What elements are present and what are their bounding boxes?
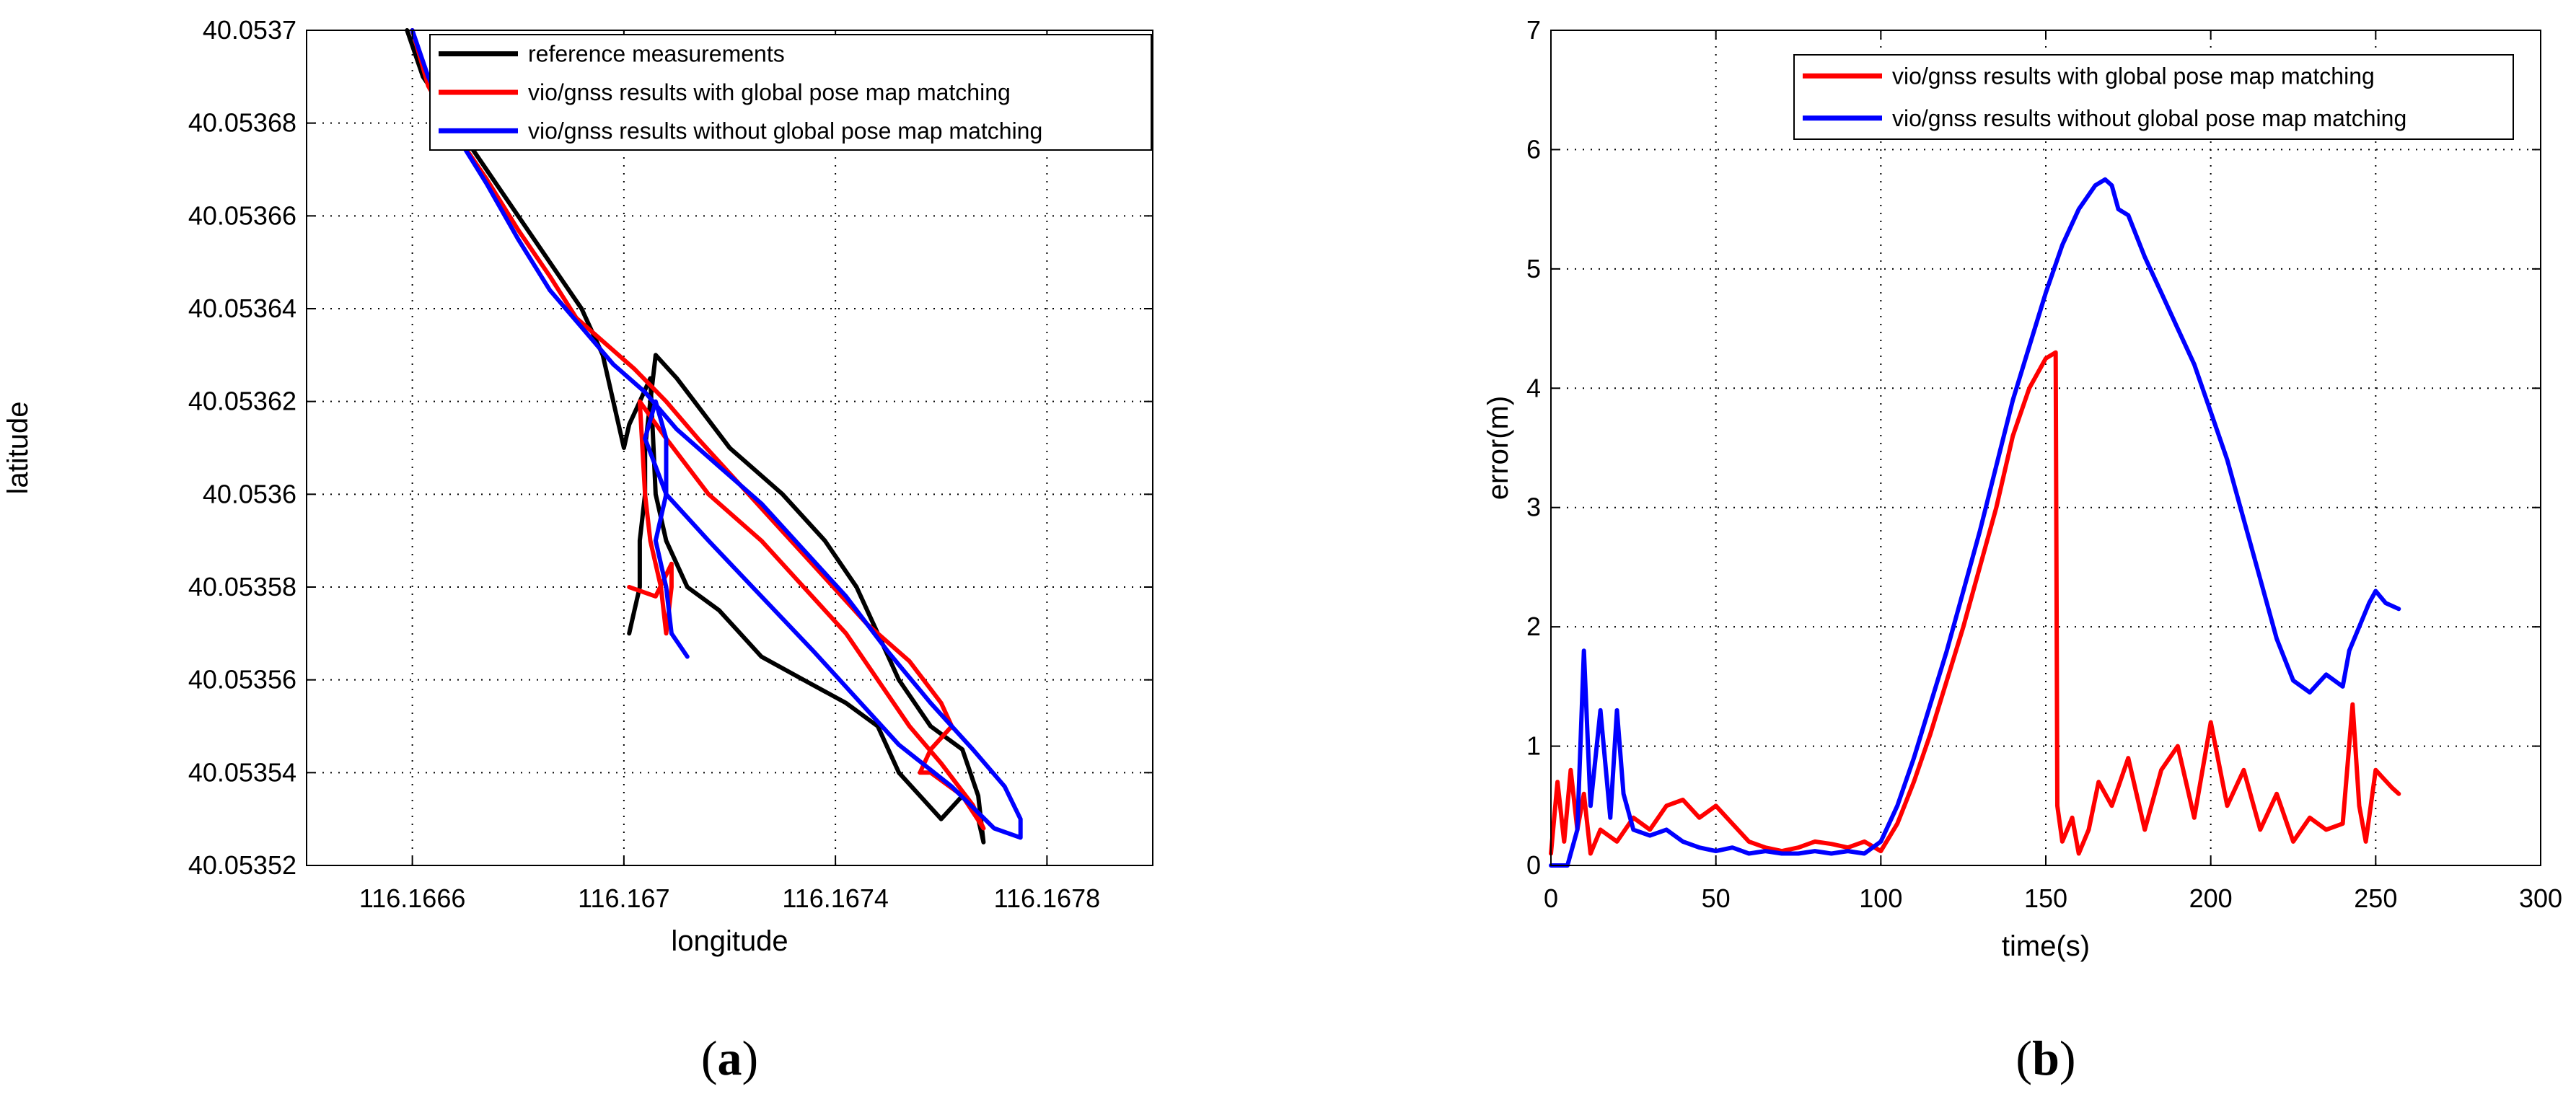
- panel-a-ticks: 116.1666 116.167 116.1674 116.1678 40.05352 4…: [188, 15, 1153, 913]
- panel-b-legend: vio/gnss results with global pose map ma…: [1793, 54, 2514, 140]
- y-tick-label: 2: [1526, 612, 1541, 641]
- panel-b-y-axis-label: error(m): [1482, 396, 1514, 500]
- x-tick-label: 50: [1702, 883, 1731, 913]
- legend-label-3: vio/gnss results without global pose map…: [528, 118, 1042, 144]
- series-line-2: [1549, 177, 2401, 868]
- x-tick-label: 200: [2189, 883, 2233, 913]
- y-tick-label: 40.05366: [188, 200, 296, 230]
- y-tick-label: 40.05352: [188, 850, 296, 880]
- y-tick-label: 6: [1526, 134, 1541, 164]
- panel-a-y-axis-label: latitude: [2, 402, 34, 495]
- y-tick-label: 0: [1526, 850, 1541, 880]
- y-tick-label: 40.05362: [188, 387, 296, 416]
- y-tick-label: 40.05358: [188, 572, 296, 601]
- x-tick-label: 116.167: [578, 883, 669, 913]
- x-tick-label: 300: [2519, 883, 2562, 913]
- series-line-3: [410, 28, 1023, 840]
- panel-a-x-axis-label: longitude: [671, 925, 788, 957]
- panel-b-x-axis-label: time(s): [2002, 930, 2090, 962]
- panel-b-label: (b): [2015, 1031, 2075, 1085]
- panel-b-series: [1549, 177, 2401, 868]
- panel-b-ticks: 0 50 100 150 200 250 300 0 1 2 3 4 5 6 7: [1526, 15, 2562, 913]
- series-line-1: [1549, 350, 2401, 856]
- x-tick-label: 250: [2354, 883, 2397, 913]
- y-tick-label: 7: [1526, 15, 1541, 45]
- x-tick-label: 100: [1859, 883, 1902, 913]
- legend-box: [429, 34, 1152, 151]
- x-tick-label: 116.1666: [359, 883, 465, 913]
- y-tick-label: 40.05364: [188, 294, 296, 323]
- y-tick-label: 40.0537: [203, 15, 296, 45]
- panel-a-legend: reference measurements vio/gnss results w…: [429, 34, 1152, 151]
- series-line-2: [410, 28, 986, 831]
- y-tick-label: 40.05356: [188, 665, 296, 695]
- series-line-1: [405, 28, 986, 845]
- x-tick-label: 116.1678: [994, 883, 1100, 913]
- y-tick-label: 40.05368: [188, 108, 296, 138]
- legend-label-2: vio/gnss results without global pose map…: [1892, 105, 2406, 131]
- y-tick-label: 40.05354: [188, 757, 296, 787]
- panel-b-error-chart: 0 50 100 150 200 250 300 0 1 2 3 4 5 6 7 time(s) error…: [1482, 15, 2562, 1085]
- legend-box: [1793, 54, 2514, 140]
- legend-label-2: vio/gnss results with global pose map ma…: [528, 79, 1011, 105]
- legend-label-1: vio/gnss results with global pose map ma…: [1892, 63, 2375, 89]
- x-tick-label: 116.1674: [782, 883, 888, 913]
- y-tick-label: 5: [1526, 254, 1541, 283]
- panel-a-series: [405, 28, 1023, 845]
- y-tick-label: 3: [1526, 493, 1541, 522]
- x-tick-label: 150: [2024, 883, 2067, 913]
- y-tick-label: 40.0536: [203, 479, 296, 508]
- panel-a-axes-frame: [306, 30, 1153, 866]
- panel-a-label: (a): [701, 1031, 758, 1085]
- y-tick-label: 4: [1526, 373, 1541, 402]
- y-tick-label: 1: [1526, 731, 1541, 761]
- x-tick-label: 0: [1544, 883, 1558, 913]
- legend-label-1: reference measurements: [528, 41, 785, 67]
